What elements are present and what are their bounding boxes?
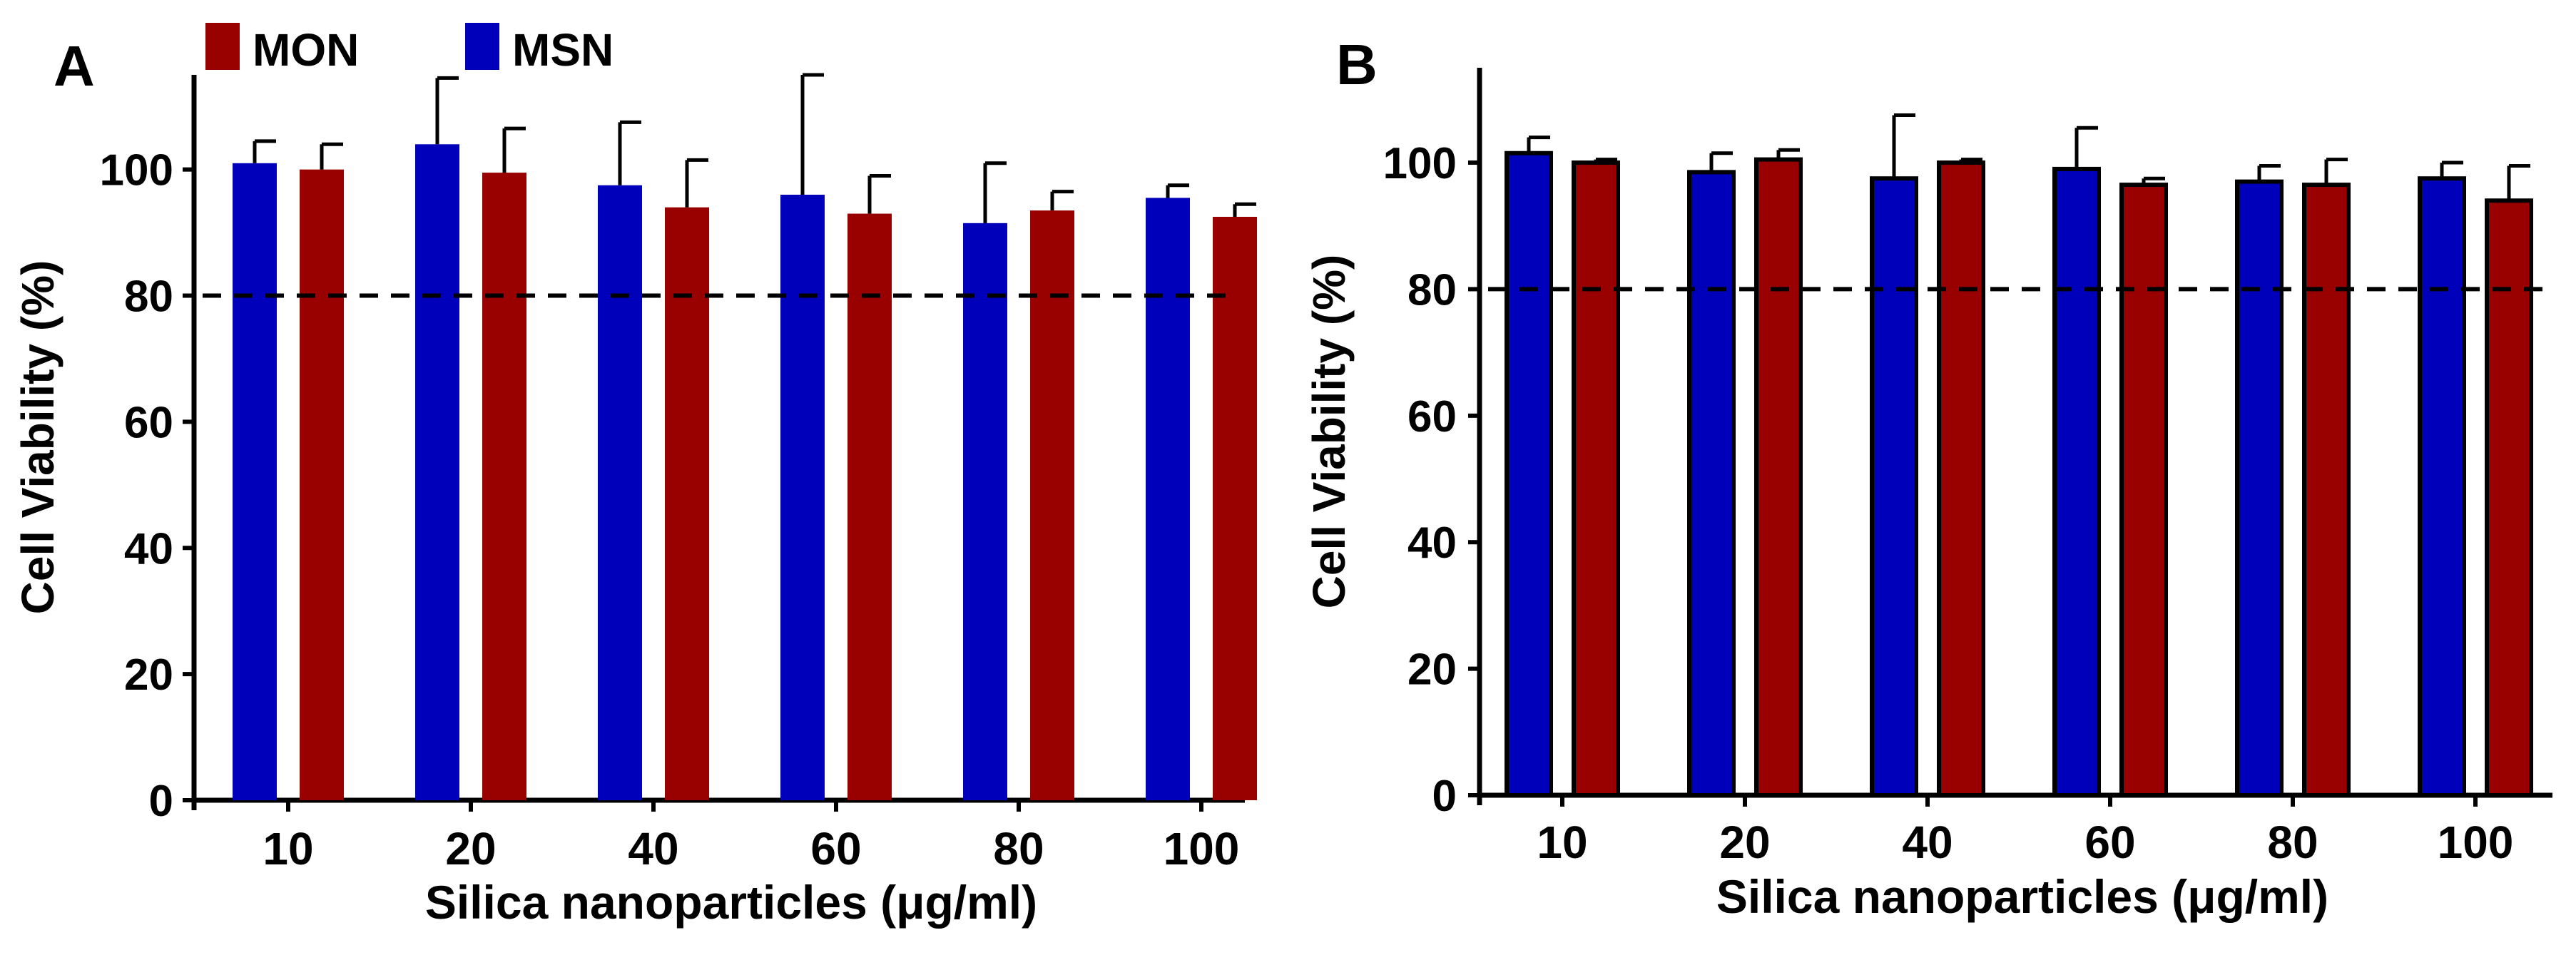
- x-axis-title: Silica nanoparticles (μg/ml): [1716, 870, 2328, 923]
- x-tick-label: 80: [993, 823, 1044, 874]
- x-tick-label: 10: [263, 823, 313, 874]
- y-axis-title: Cell Viability (%): [12, 260, 63, 615]
- x-tick-label: 60: [2084, 817, 2135, 868]
- bar-msn-60: [2052, 166, 2101, 798]
- bar-msn-10: [233, 163, 277, 800]
- y-tick-label: 20: [1407, 645, 1457, 695]
- bar-mon-10: [1572, 160, 1620, 798]
- bar-mon-40: [665, 207, 709, 801]
- bar-msn-40: [598, 185, 642, 800]
- x-tick-label: 80: [2267, 817, 2318, 868]
- bar-msn-10: [1505, 150, 1553, 797]
- bar-mon-20: [1754, 157, 1803, 797]
- y-tick-label: 80: [124, 272, 173, 322]
- y-tick-label: 40: [124, 524, 173, 573]
- bar-msn-60: [780, 195, 825, 800]
- x-tick-label: 20: [1719, 817, 1770, 868]
- y-tick-label: 100: [1383, 139, 1457, 188]
- bar-msn-80: [963, 223, 1007, 800]
- x-tick-label: 60: [810, 823, 861, 874]
- legend-label-mon: MON: [253, 24, 359, 76]
- x-tick-label: 10: [1537, 817, 1587, 868]
- y-tick-label: 20: [124, 650, 173, 700]
- bar-mon-10: [300, 169, 344, 801]
- legend: MON MSN: [205, 23, 614, 76]
- bar-msn-100: [1146, 198, 1190, 800]
- y-tick-label: 60: [124, 398, 173, 447]
- x-tick-label: 40: [628, 823, 678, 874]
- y-tick-label: 0: [1432, 772, 1457, 821]
- bar-mon-60: [847, 213, 892, 800]
- y-tick-label: 80: [1407, 265, 1457, 315]
- bar-msn-100: [2418, 176, 2466, 797]
- x-tick-label: 40: [1902, 817, 1953, 868]
- y-tick-label: 100: [100, 146, 173, 195]
- legend-swatch-mon: [205, 23, 240, 70]
- bar-mon-60: [2119, 183, 2168, 797]
- bar-msn-80: [2235, 179, 2284, 798]
- bar-mon-80: [2302, 183, 2351, 797]
- x-axis-title: Silica nanoparticles (μg/ml): [425, 876, 1037, 929]
- bar-msn-20: [1687, 170, 1736, 797]
- bar-mon-20: [482, 173, 526, 800]
- legend-swatch-msn: [465, 23, 499, 70]
- y-axis-title: Cell Viability (%): [1303, 255, 1355, 609]
- x-tick-label: 20: [445, 823, 496, 874]
- y-tick-label: 0: [149, 777, 173, 826]
- bar-mon-40: [1937, 160, 1985, 798]
- panel-label: B: [1336, 33, 1378, 96]
- legend-label-msn: MSN: [512, 24, 614, 76]
- bar-msn-20: [415, 144, 459, 800]
- y-tick-label: 40: [1407, 519, 1457, 568]
- bar-msn-40: [1870, 176, 1918, 797]
- bar-mon-100: [2485, 198, 2533, 797]
- x-tick-label: 100: [2438, 817, 2514, 868]
- bar-mon-100: [1213, 216, 1257, 800]
- x-tick-label: 100: [1164, 823, 1240, 874]
- bar-mon-80: [1030, 210, 1074, 801]
- panel-label: A: [54, 34, 95, 98]
- y-tick-label: 60: [1407, 392, 1457, 441]
